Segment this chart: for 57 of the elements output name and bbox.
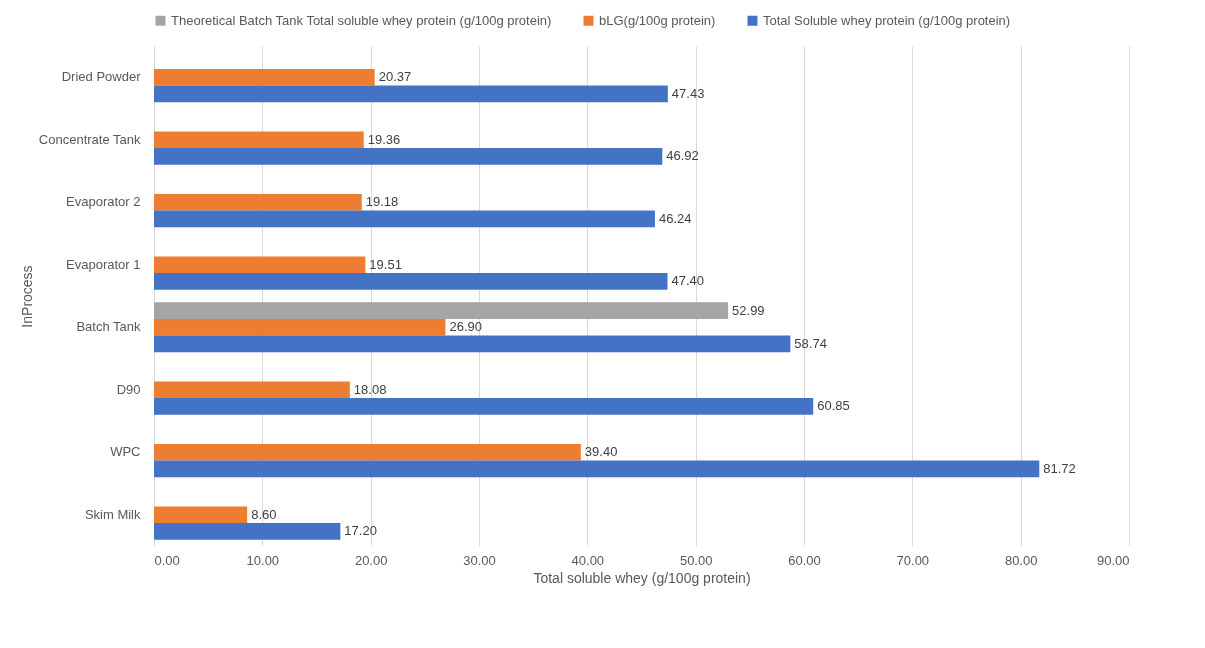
- data-label: 20.37: [378, 69, 412, 85]
- data-label: 46.92: [666, 148, 699, 164]
- data-label: 47.43: [671, 85, 705, 101]
- data-label: 46.24: [658, 210, 692, 226]
- x-tick-label: 90.00: [1096, 552, 1130, 568]
- bar: [154, 68, 375, 86]
- bar: [154, 131, 364, 149]
- bar: [154, 85, 668, 103]
- y-axis-title: InProcess: [18, 265, 35, 328]
- data-label: 52.99: [732, 302, 765, 318]
- bar: [154, 148, 663, 165]
- x-tick-label: 60.00: [788, 552, 821, 568]
- x-tick-label: 0.00: [154, 552, 180, 568]
- bar: [154, 335, 791, 353]
- data-label: 26.90: [449, 319, 482, 335]
- data-label: 47.40: [671, 273, 705, 289]
- legend-label: Total Soluble whey protein (g/100g protein): [763, 12, 1011, 28]
- x-tick-label: 30.00: [463, 552, 496, 568]
- bar: [154, 443, 581, 461]
- x-tick-label: 70.00: [896, 552, 930, 568]
- y-tick-label: Evaporator 2: [66, 194, 141, 210]
- data-label: 58.74: [794, 335, 827, 351]
- x-tick-label: 50.00: [679, 552, 713, 568]
- data-label: 81.72: [1043, 460, 1076, 476]
- y-tick-label: Concentrate Tank: [38, 131, 141, 147]
- y-tick-label: Batch Tank: [76, 319, 141, 335]
- x-tick-label: 10.00: [246, 552, 280, 568]
- bar: [154, 193, 362, 211]
- bar: [154, 256, 366, 274]
- data-label: 19.18: [365, 194, 399, 210]
- data-label: 19.51: [369, 256, 402, 272]
- data-label: 8.60: [251, 506, 277, 522]
- bar: [154, 523, 341, 540]
- data-label: 19.36: [367, 131, 401, 147]
- bar: [154, 273, 668, 290]
- legend-label: Theoretical Batch Tank Total soluble whey protein (g/100g protein): [171, 12, 552, 28]
- data-label: 60.85: [817, 398, 850, 414]
- bar: [154, 318, 446, 336]
- y-tick-label: WPC: [110, 444, 141, 460]
- bar: [154, 460, 1040, 478]
- y-tick-label: Skim Milk: [84, 506, 141, 522]
- bar: [154, 398, 814, 415]
- x-tick-label: 80.00: [1004, 552, 1038, 568]
- bar: [154, 210, 655, 228]
- data-label: 17.20: [344, 523, 377, 539]
- y-tick-label: Dried Powder: [61, 69, 142, 85]
- legend-label: bLG(g/100g protein): [599, 12, 716, 28]
- bar: [154, 506, 248, 524]
- x-tick-label: 40.00: [571, 552, 605, 568]
- x-axis-title: Total soluble whey (g/100g protein): [533, 569, 751, 586]
- bar: [154, 302, 729, 319]
- bar: [154, 381, 350, 399]
- y-tick-label: Evaporator 1: [66, 256, 141, 272]
- y-tick-label: D90: [116, 381, 141, 397]
- x-tick-label: 20.00: [354, 552, 388, 568]
- data-label: 18.08: [353, 381, 387, 397]
- data-label: 39.40: [584, 444, 618, 460]
